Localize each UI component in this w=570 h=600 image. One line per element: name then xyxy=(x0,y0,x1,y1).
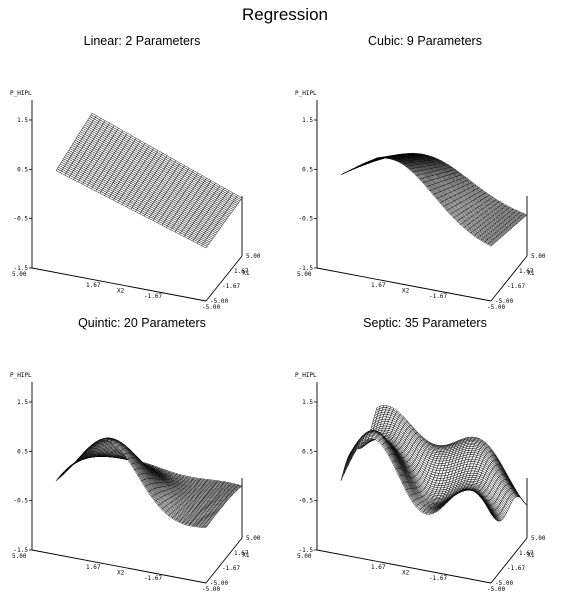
panel-quintic: Quintic: 20 Parameters P_HIPL 1.5 0.5 -0.5 -1… xyxy=(0,307,285,593)
z-axis-label: P_HIPL xyxy=(10,90,32,97)
x2-axis-label: X2 xyxy=(117,288,125,295)
x1-tick-label: -5.00 xyxy=(210,298,228,305)
main-title: Regression xyxy=(242,5,328,24)
x2-tick-label: -1.67 xyxy=(429,293,447,300)
chart-title: Cubic: 9 Parameters xyxy=(368,34,482,48)
z-tick-label: -0.5 xyxy=(14,216,29,223)
x1-tick-label: -1.67 xyxy=(507,283,525,290)
z-tick-label: 0.5 xyxy=(302,166,313,173)
x2-tick-label: -5.00 xyxy=(202,586,220,593)
x1-tick-label: -1.67 xyxy=(222,283,240,290)
z-axis-label: P_HIPL xyxy=(10,372,32,379)
z-tick-label: -0.5 xyxy=(299,216,314,223)
panel-linear: Linear: 2 Parameters P_HIPL 1.5 0.5 -0.5 -1.5… xyxy=(0,25,285,311)
surface-plot-quintic: Quintic: 20 Parameters P_HIPL 1.5 0.5 -0.5 -1… xyxy=(10,316,261,593)
x1-axis-label: X1 xyxy=(242,270,250,277)
surface-cell xyxy=(487,243,493,247)
surface-mesh xyxy=(55,112,243,249)
x2-tick-label: -1.67 xyxy=(144,293,162,300)
x2-tick-label: 1.67 xyxy=(86,564,101,571)
surface-cell xyxy=(201,243,208,249)
x2-axis-label: X2 xyxy=(402,288,410,295)
x2-tick-label: 5.00 xyxy=(12,271,27,278)
z-axis-label: P_HIPL xyxy=(295,90,317,97)
x2-tick-label: -5.00 xyxy=(202,304,220,311)
chart-title: Linear: 2 Parameters xyxy=(84,34,201,48)
x1-tick-label: -5.00 xyxy=(495,298,513,305)
x1-tick-label: 5.00 xyxy=(531,253,546,260)
x1-tick-label: 1.67 xyxy=(234,268,249,275)
x1-tick-label: -1.67 xyxy=(222,565,240,572)
z-tick-label: 1.5 xyxy=(17,117,28,124)
z-tick-label: 1.5 xyxy=(302,117,313,124)
surface-plot-linear: Linear: 2 Parameters P_HIPL 1.5 0.5 -0.5 -1.5… xyxy=(10,34,261,311)
x1-tick-label: -5.00 xyxy=(210,580,228,587)
x1-tick-label: 5.00 xyxy=(246,535,261,542)
z-tick-label: -1.5 xyxy=(14,265,29,272)
x2-axis-line xyxy=(31,549,207,584)
axes-frame xyxy=(31,100,243,302)
axes-frame xyxy=(316,100,528,302)
axes-frame xyxy=(31,382,243,584)
x2-axis-label: X2 xyxy=(117,570,125,577)
surface-mesh xyxy=(340,153,528,247)
x2-tick-label: 1.67 xyxy=(86,282,101,289)
z-tick-label: 0.5 xyxy=(17,166,28,173)
x2-tick-label: 5.00 xyxy=(12,553,27,560)
z-tick-label: -1.5 xyxy=(14,547,29,554)
surface-mesh xyxy=(55,437,243,528)
x1-tick-label: 1.67 xyxy=(519,268,534,275)
chart-title: Quintic: 20 Parameters xyxy=(78,316,206,330)
x1-tick-label: 5.00 xyxy=(246,253,261,260)
z-tick-label: 1.5 xyxy=(17,399,28,406)
x2-tick-label: 5.00 xyxy=(297,271,312,278)
z-tick-label: -0.5 xyxy=(14,498,29,505)
x2-tick-label: -5.00 xyxy=(487,304,505,311)
panel-cubic: Cubic: 9 Parameters P_HIPL 1.5 0.5 -0.5 -1.5 5… xyxy=(285,25,570,311)
x2-tick-label: -1.67 xyxy=(144,575,162,582)
x1-axis-label: X1 xyxy=(242,552,250,559)
surface-plot-cubic: Cubic: 9 ParametersP_HIPL1.50.5-0.5-1.55… xyxy=(295,34,546,311)
x1-tick-label: 1.67 xyxy=(234,550,249,557)
z-tick-label: -1.5 xyxy=(299,265,314,272)
x2-tick-label: 1.67 xyxy=(371,282,386,289)
x2-axis-line xyxy=(316,267,492,302)
x2-axis-line xyxy=(31,267,207,302)
x1-axis-line xyxy=(205,255,243,302)
x1-axis-line xyxy=(205,537,243,584)
x1-axis-label: X1 xyxy=(527,270,535,277)
x1-axis-line xyxy=(490,255,528,302)
z-tick-label: 0.5 xyxy=(17,448,28,455)
